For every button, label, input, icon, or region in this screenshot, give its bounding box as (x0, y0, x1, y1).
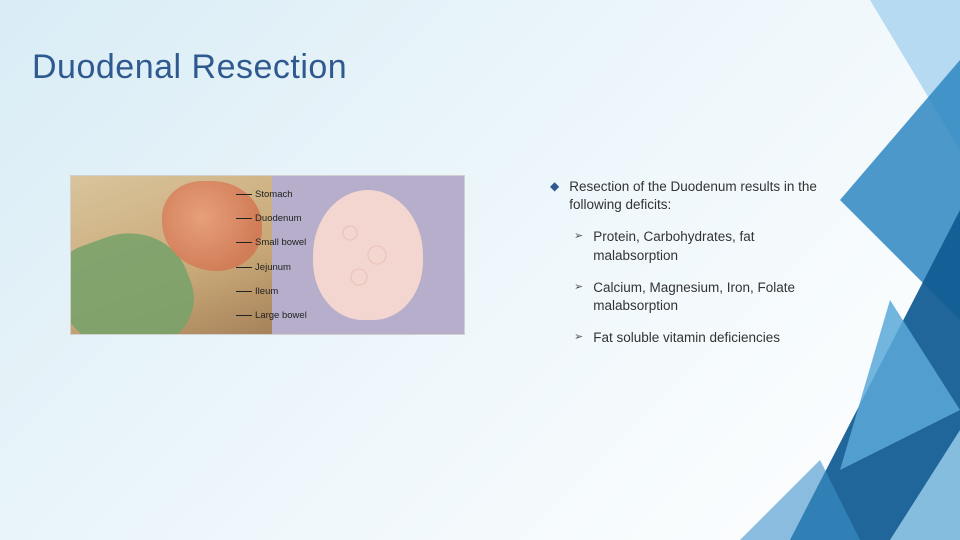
sub-list: ➢ Protein, Carbohydrates, fat malabsorpti… (574, 228, 830, 347)
intestine-icon (313, 190, 423, 320)
anatomy-figure: Stomach Duodenum Small bowel Jejunum Ileum La… (70, 175, 465, 335)
arrow-bullet-icon: ➢ (574, 279, 583, 315)
arrow-bullet-icon: ➢ (574, 329, 583, 347)
figure-label: Jejunum (236, 262, 326, 273)
text-content: ◆ Resection of the Duodenum results in t… (550, 178, 830, 362)
sub-text: Calcium, Magnesium, Iron, Folate malabso… (593, 279, 830, 315)
diamond-bullet-icon: ◆ (550, 178, 559, 214)
figure-label: Small bowel (236, 237, 326, 248)
figure-label: Stomach (236, 189, 326, 200)
figure-label: Large bowel (236, 310, 326, 321)
sub-text: Fat soluble vitamin deficiencies (593, 329, 780, 347)
sub-bullet-item: ➢ Calcium, Magnesium, Iron, Folate malabs… (574, 279, 830, 315)
slide-title: Duodenal Resection (32, 48, 347, 87)
sub-bullet-item: ➢ Fat soluble vitamin deficiencies (574, 329, 830, 347)
main-text: Resection of the Duodenum results in the… (569, 178, 830, 214)
main-bullet-item: ◆ Resection of the Duodenum results in t… (550, 178, 830, 214)
slide: Duodenal Resection Stomach Duodenum Small … (0, 0, 960, 540)
sub-bullet-item: ➢ Protein, Carbohydrates, fat malabsorpti… (574, 228, 830, 264)
arrow-bullet-icon: ➢ (574, 228, 583, 264)
figure-labels: Stomach Duodenum Small bowel Jejunum Ileum La… (236, 182, 326, 328)
sub-text: Protein, Carbohydrates, fat malabsorptio… (593, 228, 830, 264)
figure-label: Ileum (236, 286, 326, 297)
figure-label: Duodenum (236, 213, 326, 224)
